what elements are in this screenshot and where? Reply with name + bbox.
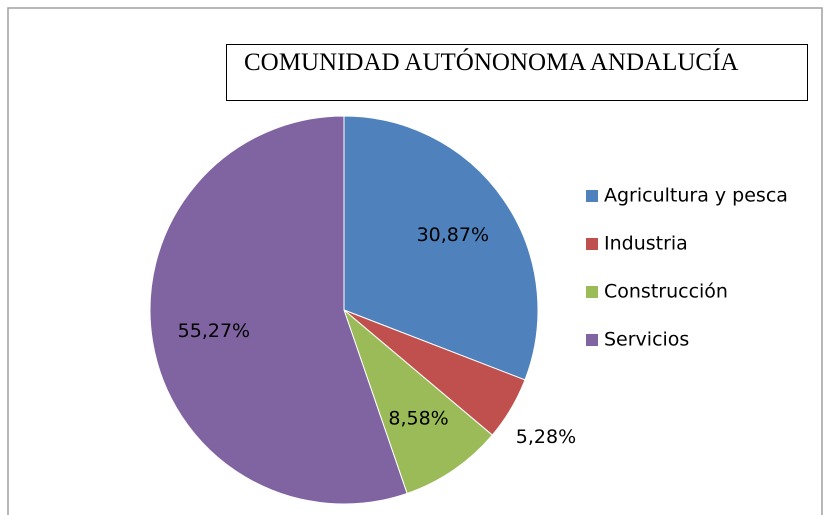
data-label: 8,58% (388, 407, 448, 429)
pie-slice (342, 308, 494, 495)
legend-swatch (586, 334, 598, 346)
data-label: 5,28% (516, 426, 576, 448)
legend-swatch (586, 238, 598, 250)
chart-frame (7, 7, 823, 515)
legend-swatch (586, 190, 598, 202)
chart-title: COMUNIDAD AUTÓNONOMA ANDALUCÍA (226, 44, 808, 101)
pie-slice (149, 115, 408, 505)
data-label: 55,27% (178, 320, 250, 342)
pie-slice (343, 115, 539, 381)
legend-label: Construcción (604, 281, 728, 303)
legend-label: Agricultura y pesca (604, 185, 788, 207)
data-label: 30,87% (417, 224, 489, 246)
legend-swatch (586, 286, 598, 298)
legend-label: Servicios (604, 329, 689, 351)
legend-label: Industria (604, 233, 688, 255)
